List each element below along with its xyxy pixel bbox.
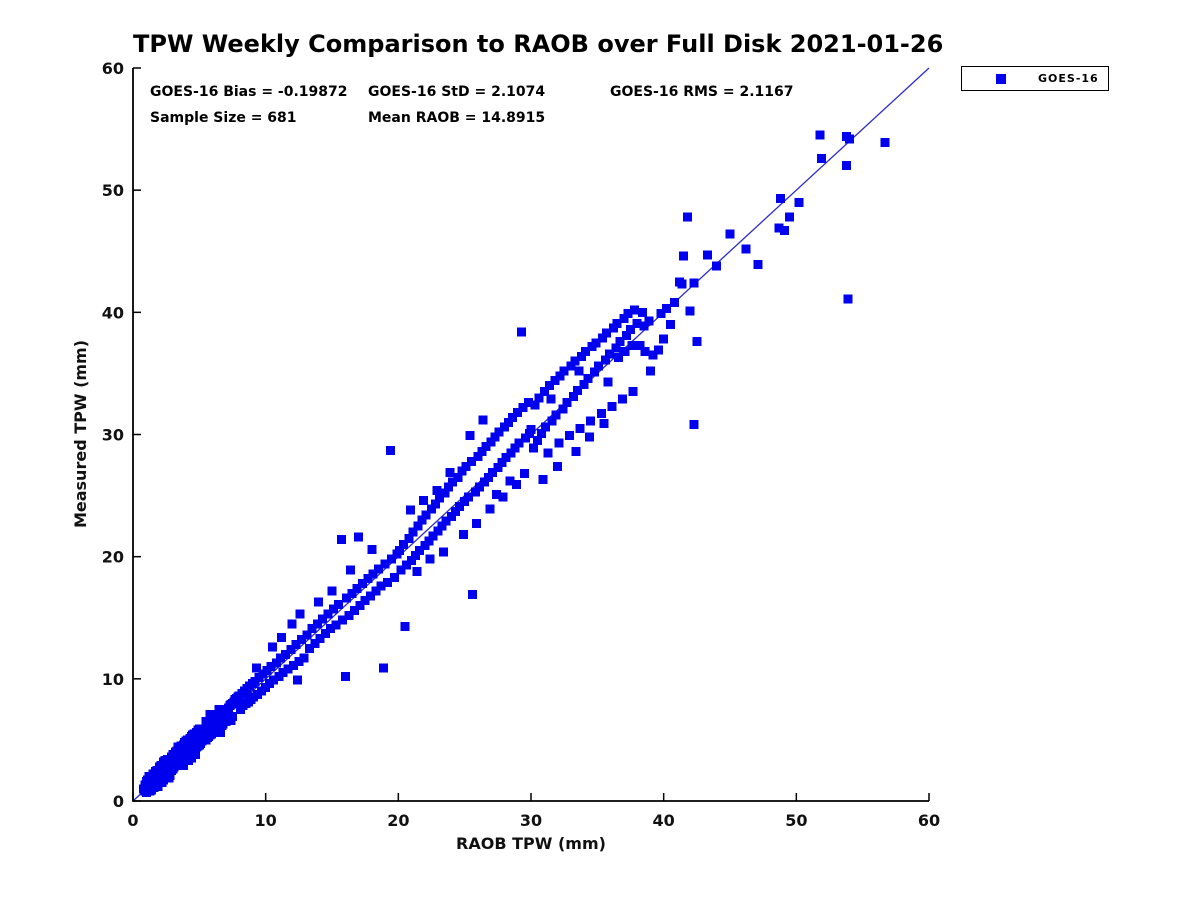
svg-text:20: 20 <box>102 548 124 567</box>
svg-text:50: 50 <box>102 181 124 200</box>
svg-text:30: 30 <box>520 811 542 830</box>
svg-text:40: 40 <box>653 811 675 830</box>
data-points <box>139 130 890 797</box>
legend-marker-square-icon <box>996 73 1006 84</box>
svg-text:10: 10 <box>255 811 277 830</box>
svg-text:50: 50 <box>785 811 807 830</box>
chart-title: TPW Weekly Comparison to RAOB over Full … <box>133 30 944 58</box>
svg-text:20: 20 <box>387 811 409 830</box>
legend-label: GOES-16 <box>1038 72 1099 85</box>
svg-text:0: 0 <box>127 811 138 830</box>
stat-rms: GOES-16 RMS = 2.1167 <box>610 84 794 100</box>
y-axis-label: Measured TPW (mm) <box>71 340 90 528</box>
svg-text:10: 10 <box>102 670 124 689</box>
axes <box>132 67 930 802</box>
svg-text:60: 60 <box>918 811 940 830</box>
stat-sample-size: Sample Size = 681 <box>150 110 297 126</box>
svg-text:40: 40 <box>102 303 124 322</box>
legend-box: GOES-16 <box>961 66 1109 91</box>
tick-labels: 0 10 20 30 40 50 60 0 10 20 30 40 50 60 <box>102 59 940 830</box>
x-axis-label: RAOB TPW (mm) <box>456 834 606 853</box>
svg-text:60: 60 <box>102 59 124 78</box>
stat-bias: GOES-16 Bias = -0.19872 <box>150 84 348 100</box>
svg-text:30: 30 <box>102 426 124 445</box>
svg-text:0: 0 <box>113 792 124 811</box>
stat-mean-raob: Mean RAOB = 14.8915 <box>368 110 546 126</box>
stat-std: GOES-16 StD = 2.1074 <box>368 84 546 100</box>
